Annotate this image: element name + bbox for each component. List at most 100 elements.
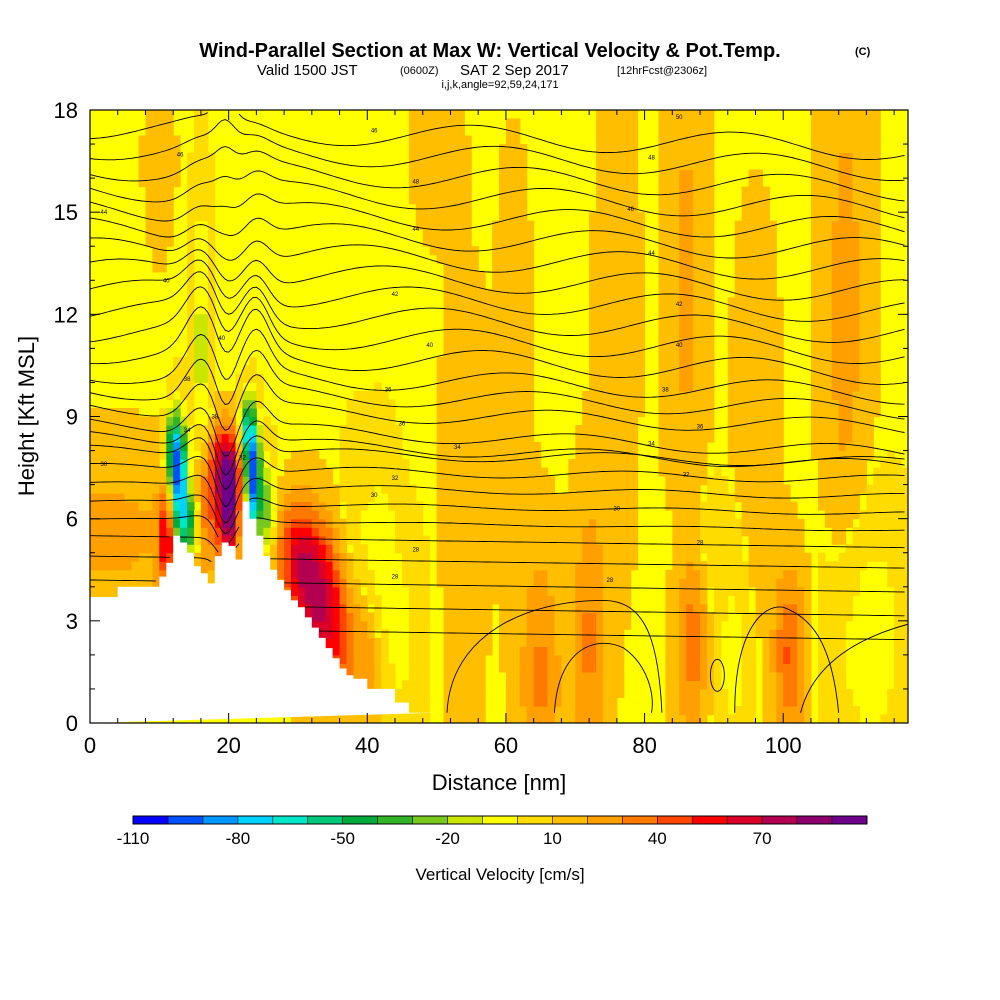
velocity-cell <box>311 510 320 520</box>
velocity-cell <box>887 569 895 579</box>
velocity-cell <box>499 527 507 537</box>
velocity-cell <box>589 654 597 664</box>
velocity-cell <box>166 518 174 528</box>
velocity-cell <box>138 442 146 452</box>
velocity-cell <box>873 220 881 230</box>
velocity-cell <box>838 416 847 426</box>
velocity-cell <box>589 288 597 298</box>
velocity-cell <box>700 654 708 664</box>
velocity-cell <box>582 552 590 562</box>
velocity-cell <box>901 637 908 647</box>
velocity-cell <box>395 688 403 698</box>
velocity-cell <box>672 467 680 477</box>
velocity-cell <box>679 195 687 205</box>
velocity-cell <box>630 280 639 290</box>
velocity-cell <box>831 391 840 401</box>
velocity-cell <box>464 186 472 196</box>
velocity-cell <box>512 476 521 486</box>
velocity-cell <box>894 527 902 537</box>
velocity-cell <box>901 569 908 579</box>
velocity-cell <box>713 663 722 673</box>
velocity-cell <box>346 527 354 537</box>
velocity-cell <box>485 408 493 418</box>
velocity-cell <box>880 467 888 477</box>
velocity-cell <box>367 450 375 460</box>
velocity-cell <box>401 510 410 520</box>
velocity-cell <box>526 493 535 503</box>
velocity-cell <box>700 246 708 256</box>
velocity-cell <box>450 391 458 401</box>
velocity-cell <box>533 493 542 503</box>
velocity-cell <box>415 135 424 145</box>
velocity-cell <box>443 493 451 503</box>
velocity-cell <box>519 510 528 520</box>
velocity-cell <box>817 629 826 639</box>
velocity-cell <box>263 484 271 494</box>
velocity-cell <box>679 476 687 486</box>
velocity-cell <box>145 161 153 171</box>
velocity-cell <box>720 501 729 511</box>
velocity-cell <box>505 118 514 128</box>
velocity-cell <box>505 339 514 349</box>
velocity-cell <box>894 612 902 622</box>
velocity-cell <box>596 408 604 418</box>
velocity-cell <box>790 569 798 579</box>
velocity-cell <box>173 501 181 511</box>
velocity-cell <box>866 373 874 383</box>
velocity-cell <box>582 714 590 723</box>
velocity-cell <box>152 237 160 247</box>
velocity-cell <box>707 408 715 418</box>
theta-contour-line <box>90 374 905 433</box>
velocity-cell <box>353 586 361 596</box>
velocity-cell <box>415 161 424 171</box>
velocity-cell <box>443 663 451 673</box>
velocity-cell <box>603 186 611 196</box>
velocity-cell <box>679 118 687 128</box>
velocity-cell <box>173 178 181 188</box>
velocity-cell <box>485 603 493 613</box>
velocity-cell <box>471 331 479 341</box>
velocity-cell <box>547 518 555 528</box>
velocity-cell <box>311 595 320 605</box>
velocity-cell <box>589 399 597 409</box>
velocity-cell <box>166 476 174 486</box>
velocity-cell <box>401 552 410 562</box>
velocity-cell <box>810 339 819 349</box>
velocity-cell <box>499 663 507 673</box>
velocity-cell <box>492 552 500 562</box>
velocity-cell <box>436 110 445 120</box>
velocity-cell <box>173 152 181 162</box>
velocity-cell <box>582 706 590 716</box>
velocity-cell <box>478 680 486 690</box>
velocity-cell <box>388 425 396 435</box>
velocity-cell <box>374 646 382 656</box>
velocity-cell <box>658 246 666 256</box>
velocity-cell <box>270 450 278 460</box>
velocity-cell <box>450 578 458 588</box>
velocity-cell <box>852 246 860 256</box>
velocity-cell <box>700 663 708 673</box>
velocity-cell <box>894 637 902 647</box>
velocity-cell <box>207 391 216 401</box>
velocity-cell <box>693 527 701 537</box>
velocity-cell <box>471 637 479 647</box>
velocity-cell <box>450 663 458 673</box>
velocity-cell <box>894 586 902 596</box>
velocity-cell <box>658 152 666 162</box>
velocity-cell <box>630 348 639 358</box>
velocity-cell <box>637 373 646 383</box>
velocity-cell <box>762 552 770 562</box>
velocity-cell <box>817 322 826 332</box>
velocity-cell <box>824 578 833 588</box>
velocity-cell <box>845 365 854 375</box>
velocity-cell <box>152 535 160 545</box>
velocity-cell <box>242 391 250 401</box>
velocity-cell <box>693 714 701 723</box>
velocity-cell <box>443 263 451 273</box>
velocity-cell <box>630 459 639 469</box>
velocity-cell <box>353 671 361 681</box>
velocity-cell <box>298 535 306 545</box>
velocity-cell <box>450 450 458 460</box>
velocity-cell <box>353 408 361 418</box>
velocity-cell <box>464 135 472 145</box>
